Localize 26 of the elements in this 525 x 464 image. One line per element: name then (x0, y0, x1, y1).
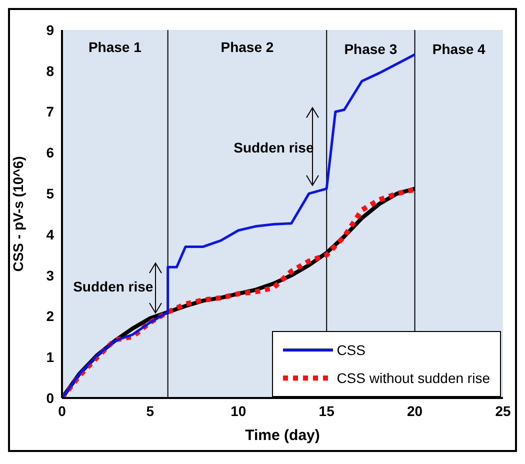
annotation: Phase 3 (344, 41, 398, 58)
legend-label: CSS (336, 341, 366, 360)
line-series (62, 53, 416, 398)
x-tick-label: 5 (146, 402, 154, 419)
annotation: Phase 2 (220, 39, 274, 56)
y-tick-label: 2 (46, 308, 54, 324)
y-tick-label: 1 (46, 349, 54, 366)
x-axis-title: Time (day) (245, 427, 320, 444)
y-tick-label: 8 (46, 62, 54, 79)
legend-label: CSS without sudden rise (336, 369, 490, 388)
y-tick-label: 9 (46, 22, 54, 38)
y-tick-label: 3 (46, 267, 54, 284)
annotation: Phase 4 (432, 41, 486, 58)
x-tick-label: 20 (407, 402, 423, 419)
y-tick-label: 4 (46, 226, 54, 242)
y-tick-label: 7 (46, 104, 54, 120)
annotation: Phase 1 (88, 39, 142, 56)
y-tick-label: 0 (46, 390, 54, 406)
x-tick-label: 0 (58, 402, 66, 419)
x-tick-label: 15 (318, 402, 335, 419)
x-tick-label: 25 (495, 402, 511, 419)
y-axis-title: CSS - pV-s (10^6) (10, 156, 26, 272)
y-tick-label: 5 (46, 186, 54, 202)
y-tick-label: 6 (46, 144, 54, 161)
annotation: Sudden rise (73, 278, 154, 294)
x-tick-label: 10 (230, 402, 246, 419)
